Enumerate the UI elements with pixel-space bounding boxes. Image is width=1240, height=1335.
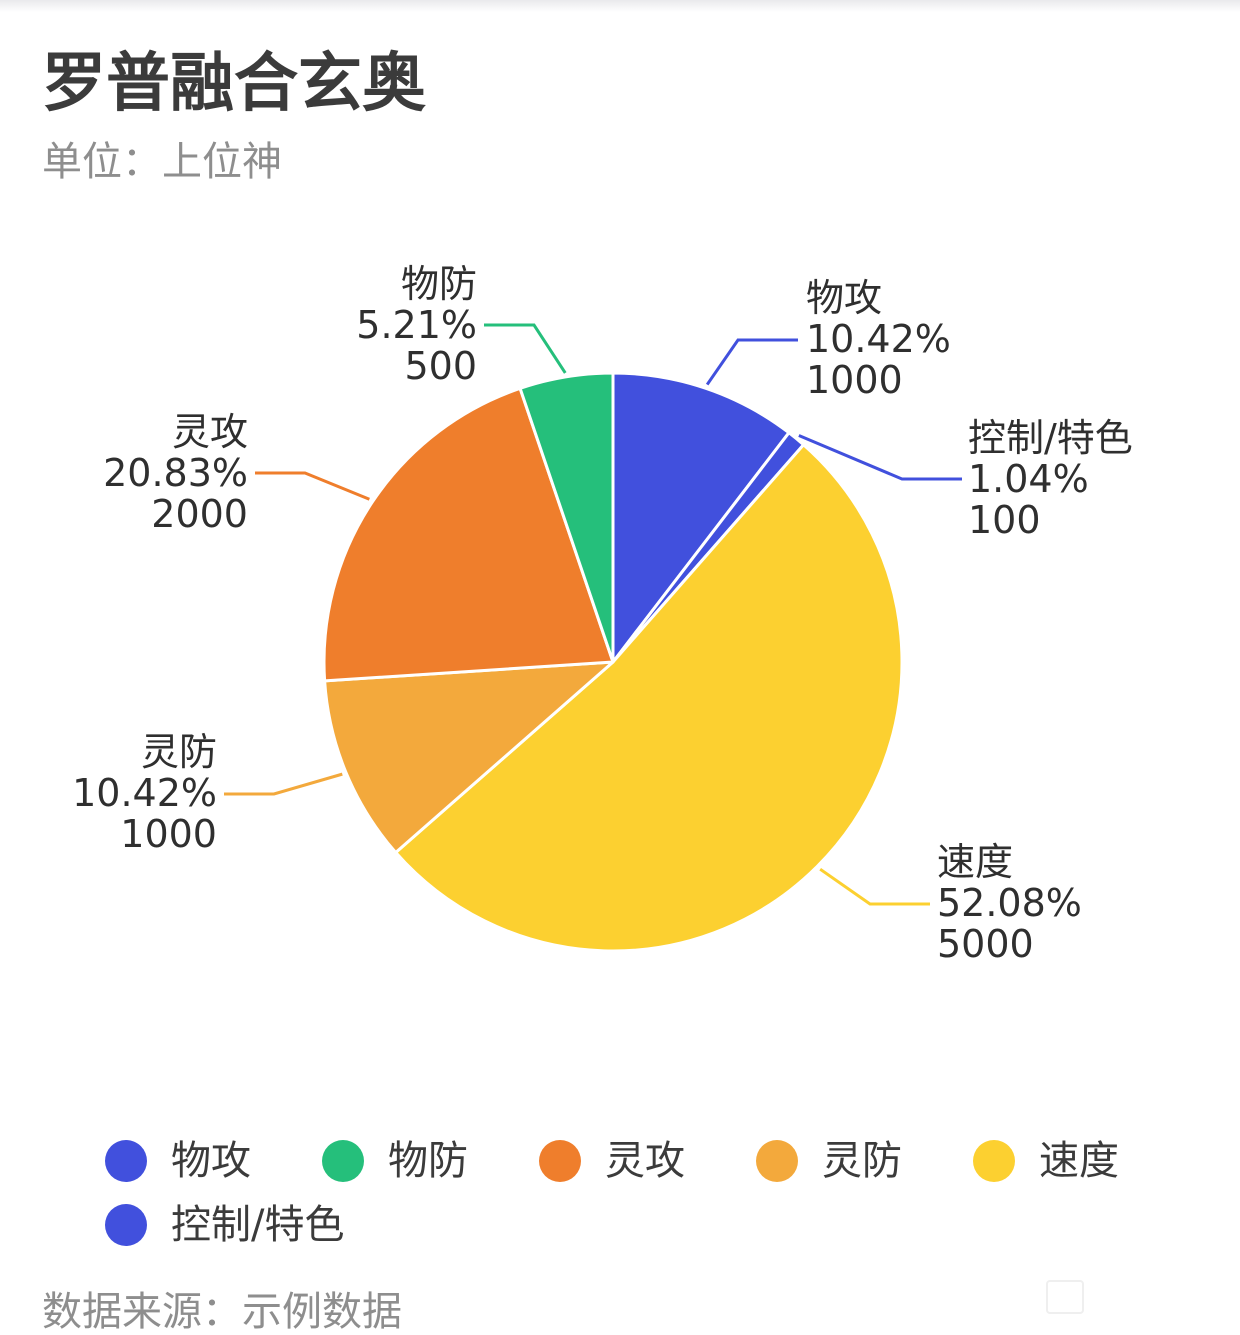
- legend-label: 物防: [388, 1138, 468, 1184]
- slice-label-percent: 1.04%: [968, 457, 1089, 501]
- slice-label-percent: 5.21%: [356, 303, 477, 347]
- chart-subtitle: 单位：上位神: [42, 139, 282, 185]
- pie-slices: [322, 371, 904, 953]
- leader-line: [224, 772, 343, 796]
- chart-legend: 物攻 物防 灵攻 灵防 速度控制/特色: [105, 1138, 1205, 1248]
- top-shadow: [0, 0, 1240, 12]
- legend-dot-icon: [105, 1204, 147, 1246]
- legend-item[interactable]: 灵防: [756, 1138, 973, 1184]
- pie-slice[interactable]: [394, 443, 904, 953]
- slice-label-name: 物攻: [806, 276, 882, 320]
- slice-label-percent: 10.42%: [806, 317, 951, 361]
- slice-label-name: 灵攻: [172, 410, 248, 454]
- leader-line: [255, 471, 370, 501]
- slice-label-percent: 20.83%: [103, 451, 248, 495]
- pie-labels: 物攻10.42%1000控制/特色1.04%100速度52.08%5000灵防1…: [72, 262, 1133, 966]
- slice-label-value: 500: [404, 344, 477, 388]
- legend-item[interactable]: 物防: [322, 1138, 539, 1184]
- slice-label-percent: 10.42%: [72, 771, 217, 815]
- chart-title: 罗普融合玄奥: [42, 47, 426, 121]
- slice-label-value: 2000: [151, 492, 248, 536]
- legend-dot-icon: [756, 1140, 798, 1182]
- legend-dot-icon: [973, 1140, 1015, 1182]
- legend-item[interactable]: 物攻: [105, 1138, 322, 1184]
- leader-line: [798, 434, 962, 481]
- legend-label: 物攻: [171, 1138, 251, 1184]
- legend-dot-icon: [539, 1140, 581, 1182]
- leader-line: [705, 338, 798, 386]
- leader-line: [819, 867, 930, 906]
- slice-label-name: 物防: [401, 262, 477, 306]
- slice-label-value: 1000: [120, 812, 217, 856]
- pie-slice[interactable]: [611, 371, 791, 664]
- legend-label: 灵攻: [605, 1138, 685, 1184]
- slice-label-name: 速度: [937, 840, 1013, 884]
- data-source: 数据来源：示例数据: [42, 1289, 402, 1335]
- legend-label: 速度: [1039, 1138, 1119, 1184]
- legend-item[interactable]: 速度: [973, 1138, 1190, 1184]
- slice-label-value: 100: [968, 498, 1041, 542]
- slice-label-name: 控制/特色: [968, 416, 1133, 460]
- legend-label: 控制/特色: [171, 1202, 345, 1248]
- pie-slice[interactable]: [323, 660, 615, 855]
- legend-label: 灵防: [822, 1138, 902, 1184]
- slice-label-name: 灵防: [141, 730, 217, 774]
- leader-line: [484, 323, 567, 374]
- pie-slice[interactable]: [518, 371, 615, 664]
- watermark-icon: [1046, 1280, 1084, 1314]
- slice-label-value: 1000: [806, 358, 903, 402]
- pie-slice[interactable]: [322, 386, 615, 683]
- legend-item[interactable]: 控制/特色: [105, 1202, 344, 1248]
- slice-label-value: 5000: [937, 922, 1034, 966]
- legend-item[interactable]: 灵攻: [539, 1138, 756, 1184]
- slice-label-percent: 52.08%: [937, 881, 1082, 925]
- pie-chart: 物攻10.42%1000控制/特色1.04%100速度52.08%5000灵防1…: [72, 262, 1133, 966]
- legend-dot-icon: [322, 1140, 364, 1182]
- legend-dot-icon: [105, 1140, 147, 1182]
